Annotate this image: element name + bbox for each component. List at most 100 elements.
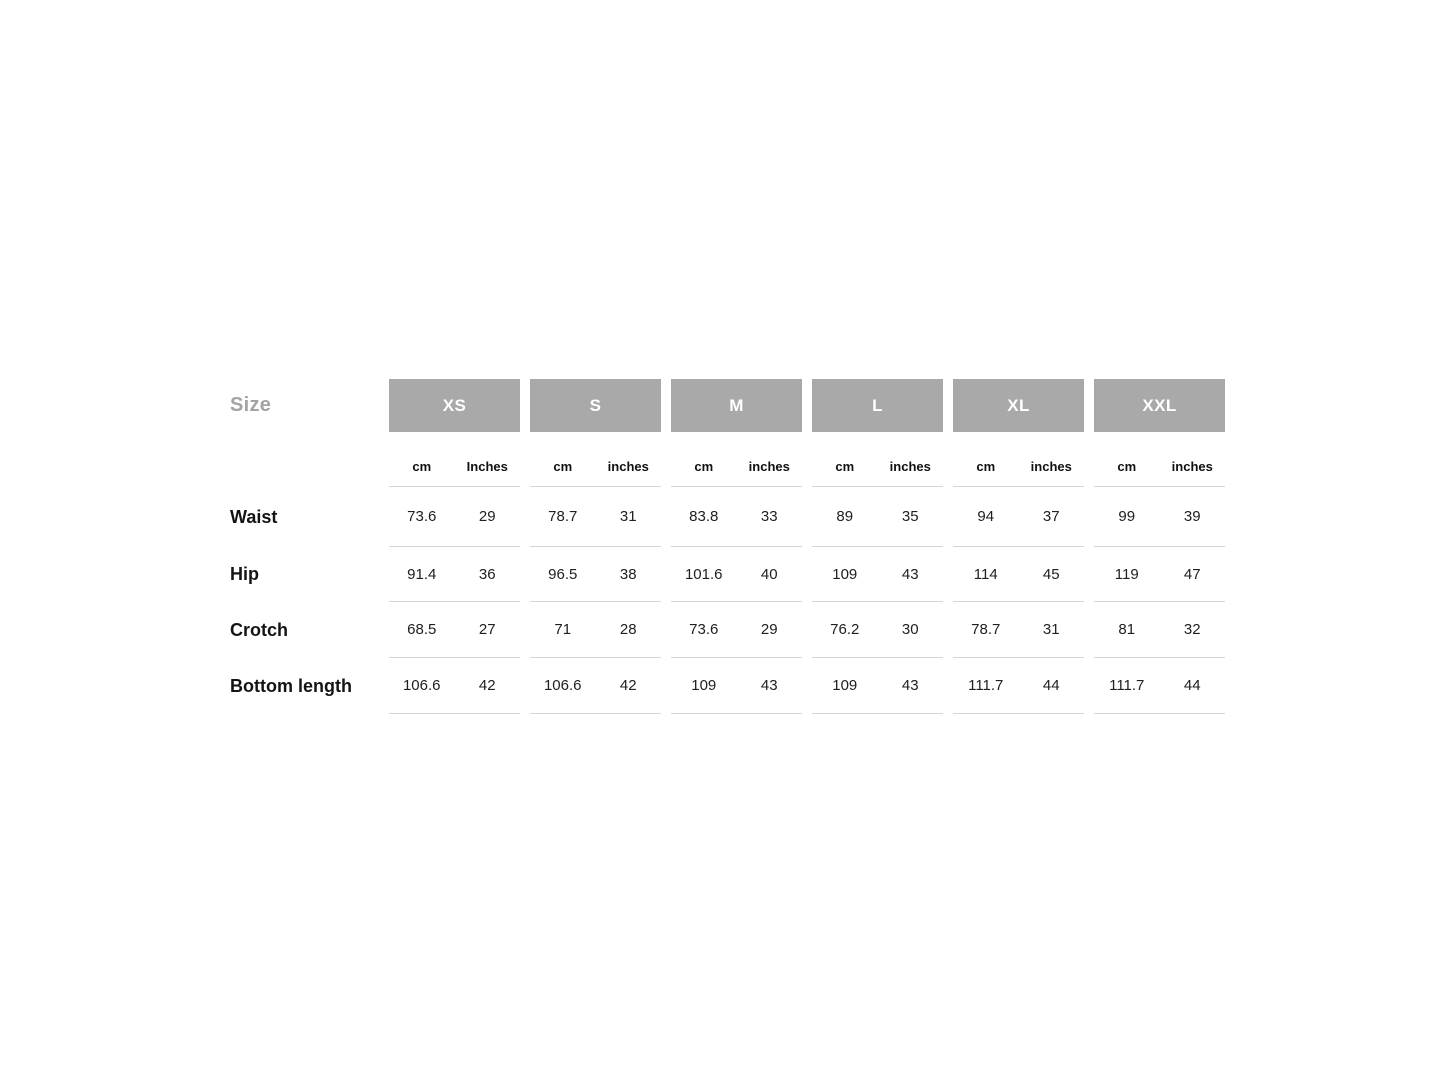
inches-value: 43	[760, 677, 778, 694]
cm-value: 99	[1118, 508, 1136, 525]
cm-value: 109	[691, 677, 717, 694]
inches-value: 42	[619, 677, 637, 694]
inches-value: 27	[478, 621, 496, 638]
value-cell-waist-xs: 73.6 29	[389, 487, 520, 547]
value-cell-hip-m: 101.6 40	[671, 547, 802, 602]
unit-cell-m: cm inches	[671, 432, 802, 487]
size-chart: Size XS S M L XL XXL cm Inches cm inches cm inches cm…	[230, 379, 1225, 714]
cm-value: 71	[554, 621, 572, 638]
inches-value: 31	[1042, 621, 1060, 638]
inches-value: 45	[1042, 565, 1060, 583]
value-cell-crotch-xl: 78.7 31	[953, 602, 1084, 658]
value-cell-hip-s: 96.5 38	[530, 547, 661, 602]
size-header-m: M	[671, 379, 802, 432]
inches-value: 31	[619, 508, 637, 525]
row-label-crotch: Crotch	[230, 619, 288, 640]
value-cell-bottom-length-m: 109 43	[671, 658, 802, 714]
inches-value: 33	[760, 508, 778, 525]
value-cell-bottom-length-xl: 111.7 44	[953, 658, 1084, 714]
cm-unit-label: cm	[694, 458, 714, 474]
cm-unit-label: cm	[1117, 458, 1137, 474]
row-label-hip: Hip	[230, 564, 259, 584]
cm-unit-label: cm	[976, 458, 996, 474]
value-cell-hip-xxl: 119 47	[1094, 547, 1225, 602]
cm-value: 111.7	[968, 677, 1004, 694]
size-header-l: L	[812, 379, 943, 432]
inches-unit-label: Inches	[466, 458, 508, 474]
inches-value: 44	[1183, 677, 1201, 694]
unit-cell-l: cm inches	[812, 432, 943, 487]
value-cell-bottom-length-xs: 106.6 42	[389, 658, 520, 714]
size-header-xs: XS	[389, 379, 520, 432]
inches-value: 47	[1183, 565, 1201, 583]
inches-value: 39	[1183, 508, 1201, 525]
cm-unit-label: cm	[553, 458, 573, 474]
unit-cell-xl: cm inches	[953, 432, 1084, 487]
cm-value: 96.5	[548, 565, 578, 583]
inches-unit-label: inches	[1171, 458, 1213, 474]
inches-value: 32	[1183, 621, 1201, 638]
value-cell-crotch-xs: 68.5 27	[389, 602, 520, 658]
value-cell-waist-xxl: 99 39	[1094, 487, 1225, 547]
inches-value: 43	[901, 677, 919, 694]
inches-value: 30	[901, 621, 919, 638]
unit-cell-xs: cm Inches	[389, 432, 520, 487]
unit-cell-xxl: cm inches	[1094, 432, 1225, 487]
cm-value: 106.6	[402, 677, 441, 694]
cm-value: 68.5	[407, 621, 437, 638]
cm-unit-label: cm	[835, 458, 855, 474]
inches-value: 29	[760, 621, 778, 638]
cm-value: 73.6	[407, 508, 437, 525]
size-header-s: S	[530, 379, 661, 432]
cm-value: 109	[832, 677, 858, 694]
value-cell-hip-xl: 114 45	[953, 547, 1084, 602]
cm-value: 101.6	[684, 565, 723, 583]
cm-value: 119	[1114, 565, 1139, 583]
inches-value: 29	[478, 508, 496, 525]
value-cell-waist-m: 83.8 33	[671, 487, 802, 547]
cm-value: 111.7	[1109, 677, 1145, 694]
size-header-xl: XL	[953, 379, 1084, 432]
cm-value: 78.7	[548, 508, 578, 525]
cm-value: 76.2	[830, 621, 860, 638]
cm-value: 78.7	[971, 621, 1001, 638]
cm-value: 94	[977, 508, 995, 525]
cm-value: 89	[836, 508, 854, 525]
units-row-spacer	[230, 432, 379, 487]
size-corner-label: Size	[230, 394, 272, 416]
value-cell-waist-l: 89 35	[812, 487, 943, 547]
inches-value: 44	[1042, 677, 1060, 694]
row-label-bottom-length: Bottom length	[230, 675, 352, 696]
cm-value: 91.4	[407, 565, 437, 583]
value-cell-bottom-length-s: 106.6 42	[530, 658, 661, 714]
unit-cell-s: cm inches	[530, 432, 661, 487]
inches-value: 35	[901, 508, 919, 525]
inches-unit-label: inches	[1030, 458, 1072, 474]
value-cell-crotch-s: 71 28	[530, 602, 661, 658]
value-cell-crotch-l: 76.2 30	[812, 602, 943, 658]
inches-value: 36	[478, 565, 496, 583]
inches-unit-label: inches	[889, 458, 931, 474]
value-cell-hip-xs: 91.4 36	[389, 547, 520, 602]
row-label-waist: Waist	[230, 506, 278, 527]
inches-unit-label: inches	[607, 458, 649, 474]
inches-value: 28	[619, 621, 637, 638]
value-cell-waist-s: 78.7 31	[530, 487, 661, 547]
inches-value: 38	[619, 565, 637, 583]
inches-value: 40	[760, 565, 778, 583]
value-cell-hip-l: 109 43	[812, 547, 943, 602]
cm-value: 81	[1118, 621, 1136, 638]
cm-value: 106.6	[543, 677, 582, 694]
value-cell-waist-xl: 94 37	[953, 487, 1084, 547]
value-cell-bottom-length-xxl: 111.7 44	[1094, 658, 1225, 714]
inches-value: 43	[901, 565, 919, 583]
cm-unit-label: cm	[412, 458, 432, 474]
inches-value: 37	[1042, 508, 1060, 525]
inches-value: 42	[478, 677, 496, 694]
size-header-xxl: XXL	[1094, 379, 1225, 432]
cm-value: 114	[973, 565, 998, 583]
cm-value: 83.8	[689, 508, 719, 525]
cm-value: 109	[832, 565, 858, 583]
value-cell-crotch-xxl: 81 32	[1094, 602, 1225, 658]
cm-value: 73.6	[689, 621, 719, 638]
